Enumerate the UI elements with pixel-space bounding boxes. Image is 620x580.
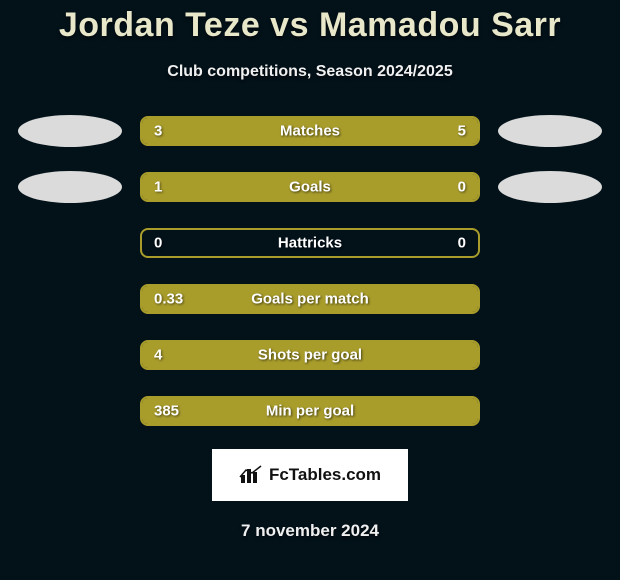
stat-label: Matches — [280, 123, 340, 140]
brand-text: FcTables.com — [269, 465, 381, 485]
bar-fill-right — [404, 174, 478, 200]
team-oval-left — [18, 115, 122, 147]
stat-row: 3 5 Matches — [0, 115, 620, 147]
oval-placeholder — [18, 283, 122, 315]
stat-bar: 0 0 Hattricks — [140, 228, 480, 258]
stat-value-right: 0 — [458, 235, 466, 252]
stat-value-right: 5 — [458, 123, 466, 140]
stat-label: Goals — [289, 179, 331, 196]
oval-placeholder — [498, 395, 602, 427]
date: 7 november 2024 — [0, 521, 620, 541]
stat-bar: 3 5 Matches — [140, 116, 480, 146]
oval-placeholder — [498, 283, 602, 315]
stat-label: Shots per goal — [258, 347, 362, 364]
page-subtitle: Club competitions, Season 2024/2025 — [0, 63, 620, 81]
brand-badge: FcTables.com — [212, 449, 408, 501]
stat-label: Hattricks — [278, 235, 342, 252]
comparison-infographic: Jordan Teze vs Mamadou Sarr Club competi… — [0, 0, 620, 580]
stat-rows: 3 5 Matches 1 0 Goals 0 0 Hattricks 0.33 Goals per… — [0, 115, 620, 427]
stat-value-left: 0 — [154, 235, 162, 252]
stat-bar: 385 Min per goal — [140, 396, 480, 426]
stat-label: Min per goal — [266, 403, 354, 420]
stat-value-left: 4 — [154, 347, 162, 364]
team-oval-right — [498, 171, 602, 203]
chart-icon — [239, 465, 263, 485]
stat-row: 4 Shots per goal — [0, 339, 620, 371]
stat-bar: 4 Shots per goal — [140, 340, 480, 370]
stat-bar: 1 0 Goals — [140, 172, 480, 202]
stat-value-left: 1 — [154, 179, 162, 196]
stat-row: 1 0 Goals — [0, 171, 620, 203]
stat-label: Goals per match — [251, 291, 369, 308]
stat-row: 0 0 Hattricks — [0, 227, 620, 259]
stat-row: 0.33 Goals per match — [0, 283, 620, 315]
bar-fill-left — [142, 174, 404, 200]
oval-placeholder — [498, 339, 602, 371]
stat-value-left: 0.33 — [154, 291, 183, 308]
oval-placeholder — [18, 339, 122, 371]
stat-bar: 0.33 Goals per match — [140, 284, 480, 314]
page-title: Jordan Teze vs Mamadou Sarr — [0, 0, 620, 45]
stat-value-left: 385 — [154, 403, 179, 420]
stat-value-left: 3 — [154, 123, 162, 140]
oval-placeholder — [498, 227, 602, 259]
oval-placeholder — [18, 227, 122, 259]
team-oval-right — [498, 115, 602, 147]
stat-value-right: 0 — [458, 179, 466, 196]
stat-row: 385 Min per goal — [0, 395, 620, 427]
oval-placeholder — [18, 395, 122, 427]
team-oval-left — [18, 171, 122, 203]
